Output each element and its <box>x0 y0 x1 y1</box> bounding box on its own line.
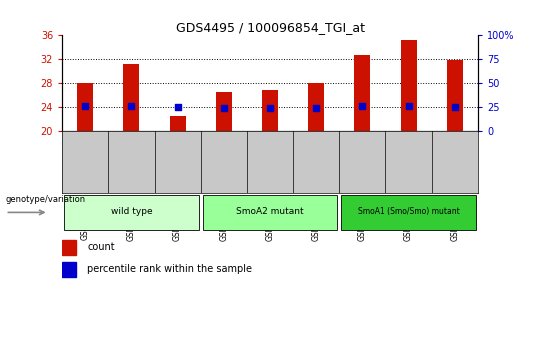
FancyBboxPatch shape <box>64 195 199 230</box>
Bar <box>401 40 417 131</box>
Point <box>312 105 321 110</box>
Point <box>450 104 459 109</box>
Text: wild type: wild type <box>111 207 152 216</box>
Text: SmoA2 mutant: SmoA2 mutant <box>236 207 304 216</box>
Point <box>127 103 136 109</box>
Bar <box>354 55 370 131</box>
Point <box>173 104 182 110</box>
Bar <box>62 240 76 255</box>
Text: SmoA1 (Smo/Smo) mutant: SmoA1 (Smo/Smo) mutant <box>357 207 460 216</box>
Bar <box>170 116 186 131</box>
Bar <box>77 83 93 131</box>
Text: genotype/variation: genotype/variation <box>5 195 85 204</box>
Bar <box>215 92 232 131</box>
Bar <box>447 61 463 131</box>
Point <box>266 105 274 110</box>
Bar <box>123 64 139 131</box>
Text: count: count <box>87 242 114 252</box>
Point <box>219 105 228 110</box>
Title: GDS4495 / 100096854_TGI_at: GDS4495 / 100096854_TGI_at <box>176 21 364 34</box>
FancyBboxPatch shape <box>202 195 338 230</box>
Point <box>358 103 367 108</box>
Point <box>81 103 90 109</box>
Point <box>404 103 413 108</box>
Bar <box>62 262 76 277</box>
Bar <box>308 83 325 131</box>
Text: percentile rank within the sample: percentile rank within the sample <box>87 264 252 274</box>
FancyBboxPatch shape <box>341 195 476 230</box>
Bar <box>262 90 278 131</box>
